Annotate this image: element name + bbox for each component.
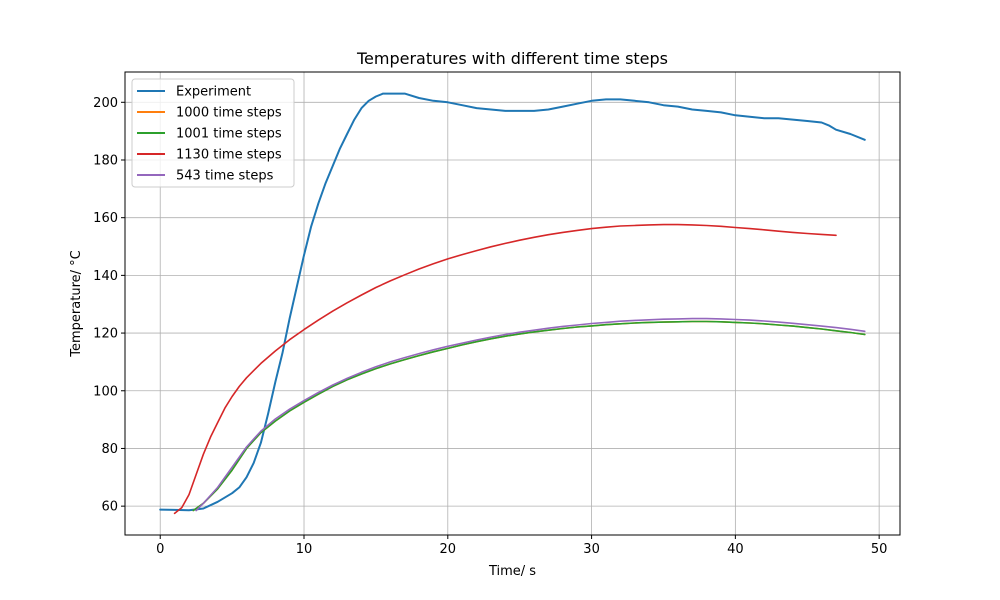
legend-label-0: Experiment [176,85,251,100]
y-tick-label: 100 [93,384,118,399]
series-line-3 [173,223,837,515]
legend-label-4: 543 time steps [176,169,274,184]
x-tick-label: 40 [727,542,744,557]
x-axis-label: Time/ s [488,564,536,579]
series-line-2 [192,320,866,512]
x-tick-label: 20 [440,542,457,557]
series-lines [159,92,866,515]
legend-label-1: 1000 time steps [176,106,282,121]
y-tick-label: 80 [101,442,118,457]
y-tick-label: 60 [101,500,118,515]
legend-label-3: 1130 time steps [176,148,282,163]
x-tick-label: 30 [583,542,600,557]
series-line-0 [159,92,866,512]
y-tick-label: 120 [93,327,118,342]
y-tick-label: 180 [93,153,118,168]
legend-label-2: 1001 time steps [176,127,282,142]
plot-frame [124,71,901,536]
legend: Experiment 1000 time steps 1001 time steps… [131,78,295,188]
series-line-4 [195,317,866,512]
x-tick-label: 50 [871,542,888,557]
legend-box [131,78,295,188]
axis-ticks: 0 10 20 30 40 50 60 80 100 120 140 160 180 200 [93,96,887,557]
chart-title: Temperatures with different time steps [356,49,668,68]
x-tick-label: 0 [156,542,164,557]
y-tick-label: 200 [93,96,118,111]
y-tick-label: 160 [93,211,118,226]
x-tick-label: 10 [296,542,313,557]
y-tick-label: 140 [93,269,118,284]
y-axis-label: Temperature/ °C [69,250,84,357]
